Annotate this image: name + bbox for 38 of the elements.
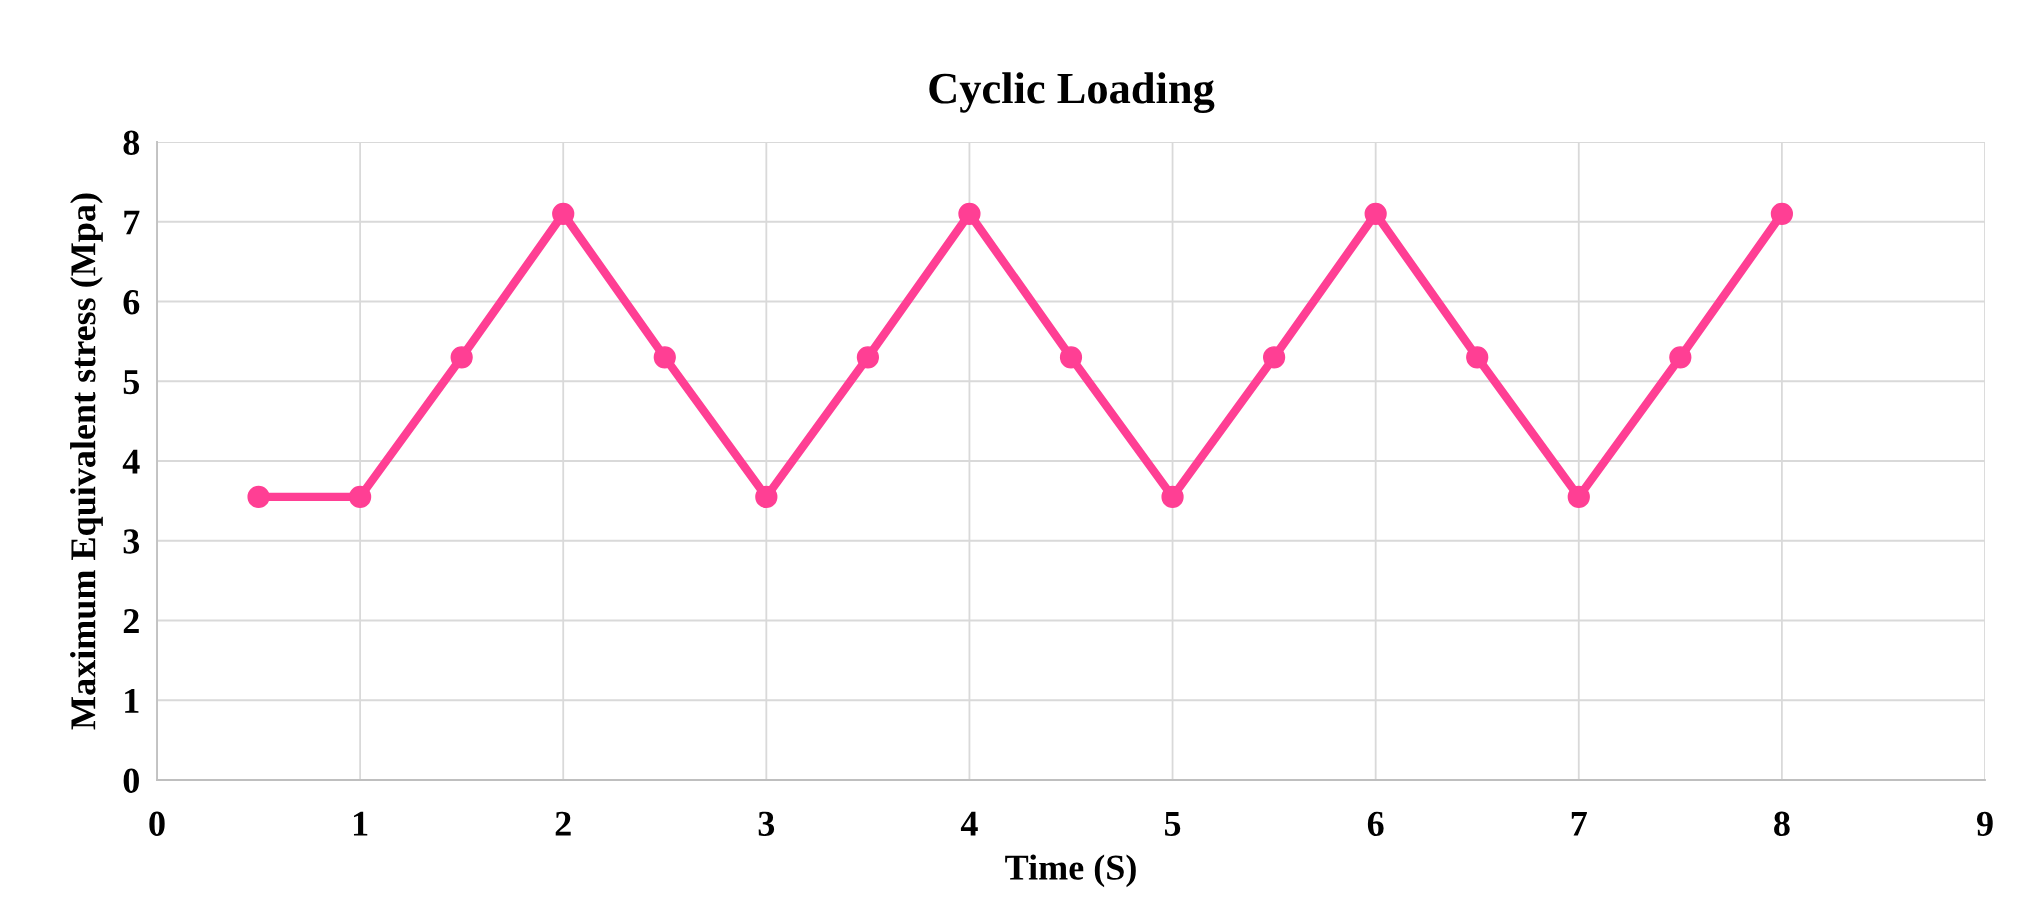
y-tick-label: 4 (122, 449, 140, 474)
point (1262, 346, 1286, 369)
y-axis-title: Maximum Equivalent stress (Mpa) (70, 193, 103, 730)
point (1770, 202, 1794, 225)
x-tick-label: 2 (555, 811, 571, 836)
x-tick-label: 1 (353, 811, 368, 836)
y-tick-label: 7 (124, 210, 140, 235)
point (1567, 485, 1590, 508)
point (856, 346, 880, 369)
y-tick-label: 5 (123, 370, 140, 395)
point (1059, 346, 1083, 369)
x-axis-title: Time (S) (1005, 854, 1136, 888)
point (450, 346, 473, 369)
point (958, 202, 981, 225)
point (1161, 485, 1184, 508)
y-tick-label: 8 (123, 130, 140, 155)
point (1669, 346, 1692, 369)
y-tick-label: 3 (123, 529, 140, 554)
x-tick-label: 6 (1367, 811, 1384, 836)
x-tick-label: 5 (1164, 811, 1181, 836)
point (755, 485, 778, 508)
x-tick-label: 4 (960, 811, 978, 836)
point (1364, 202, 1387, 225)
y-tick-label: 6 (123, 290, 140, 315)
x-tick-label: 0 (149, 811, 165, 836)
x-tick-label: 8 (1774, 811, 1790, 836)
point (348, 485, 372, 508)
point (1466, 346, 1489, 369)
x-tick-label: 7 (1571, 811, 1587, 836)
y-tick-label: 1 (125, 688, 139, 713)
point (552, 202, 575, 225)
x-tick-label: 9 (1976, 811, 1993, 836)
y-tick-label: 0 (123, 768, 139, 793)
y-tick-label: 2 (123, 609, 139, 634)
chart-title: Cyclic Loading (929, 72, 1215, 113)
point (247, 485, 270, 508)
point (653, 346, 676, 369)
x-tick-label: 3 (758, 811, 775, 836)
